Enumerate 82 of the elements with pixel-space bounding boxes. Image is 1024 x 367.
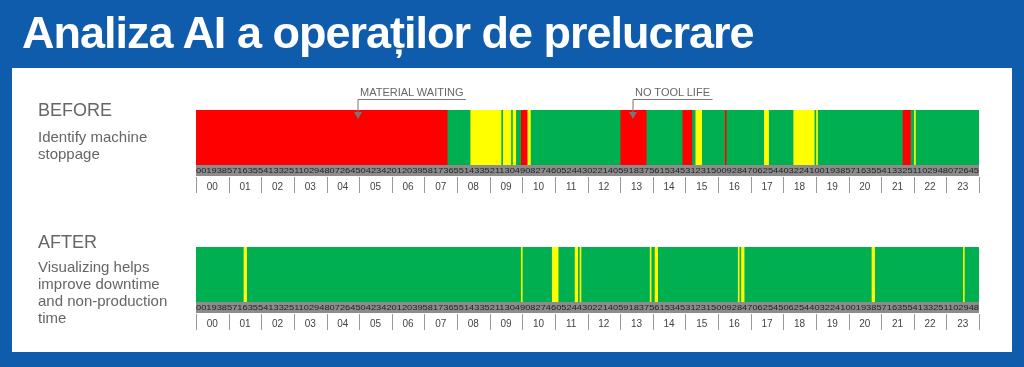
x-tick-label: 16: [728, 180, 741, 192]
x-tick-label: 22: [924, 317, 937, 329]
x-tick-label: 20: [859, 317, 871, 329]
x-tick-label: 01: [239, 317, 251, 329]
bar: [874, 247, 964, 302]
x-tick-label: 18: [794, 180, 806, 192]
x-tick-label: 13: [630, 180, 643, 192]
x-tick-label: 21: [891, 180, 904, 192]
x-tick-label: 12: [598, 180, 610, 192]
x-tick-label: 11: [565, 180, 577, 192]
text: 00193857163554133251102948072645042342012039581736551433521130490827460524430221405918375615345312315009284706254506254403224100193857163554133251102948: [196, 302, 979, 313]
x-tick-label: 00: [206, 180, 219, 192]
x-tick-label: 06: [402, 180, 415, 192]
x-tick-label: 23: [957, 317, 969, 329]
chart-title: BEFORE: [38, 100, 113, 121]
x-tick-label: 12: [598, 317, 610, 329]
x-tick-label: 11: [565, 317, 577, 329]
x-tick-label: 23: [957, 180, 969, 192]
x-tick-label: 10: [533, 317, 545, 329]
bar: [446, 110, 471, 165]
bar: [681, 110, 693, 165]
bar: [557, 247, 575, 302]
bar: [657, 247, 738, 302]
bar: [817, 110, 903, 165]
bar: [768, 110, 794, 165]
x-tick-label: 16: [728, 317, 741, 329]
text: NO TOOL LIFE: [635, 86, 710, 98]
x-tick-label: 17: [761, 180, 773, 192]
bar: [694, 110, 703, 165]
bar: [521, 247, 552, 302]
x-tick-label: 07: [435, 317, 447, 329]
x-tick-label: 19: [826, 180, 839, 192]
bar: [963, 247, 979, 302]
chart-title: AFTER: [38, 232, 98, 253]
x-tick-label: 18: [794, 317, 806, 329]
bar: [469, 110, 502, 165]
bar: [196, 110, 448, 165]
x-tick-label: 04: [337, 180, 349, 192]
bar: [763, 110, 769, 165]
text: MATERIAL WAITING: [360, 86, 464, 98]
x-tick-label: 03: [304, 180, 317, 192]
x-tick-label: 15: [696, 317, 708, 329]
x-tick-label: 08: [467, 317, 480, 329]
x-tick-label: 05: [369, 317, 382, 329]
bar: [515, 110, 521, 165]
bar: [792, 110, 815, 165]
x-tick-label: 00: [206, 317, 219, 329]
x-tick-label: 17: [761, 317, 773, 329]
x-tick-label: 08: [467, 180, 480, 192]
x-tick-label: 21: [891, 317, 904, 329]
x-tick-label: 14: [663, 317, 676, 329]
x-tick-label: 22: [924, 180, 937, 192]
bar: [502, 110, 512, 165]
bar: [915, 110, 979, 165]
x-tick-label: 09: [500, 317, 512, 329]
bar: [645, 110, 683, 165]
bar: [526, 110, 531, 165]
x-tick-label: 03: [304, 317, 317, 329]
text: 00193857163554133251102948072645042342012039581736551433521130490827460524430221405918375615345312315009284706254403224100193857163554133251102948072645: [196, 165, 979, 176]
x-tick-label: 19: [826, 317, 839, 329]
bar: [530, 110, 621, 165]
bar: [619, 110, 647, 165]
x-tick-label: 14: [663, 180, 676, 192]
x-tick-label: 01: [239, 180, 251, 192]
x-tick-label: 02: [272, 180, 284, 192]
x-tick-label: 05: [369, 180, 382, 192]
text: Identify machine stoppage: [38, 128, 149, 162]
x-tick-label: 02: [272, 317, 284, 329]
bar: [902, 110, 911, 165]
x-tick-label: 20: [859, 180, 871, 192]
x-tick-label: 15: [696, 180, 708, 192]
bar: [196, 247, 244, 302]
text: Analiza AI a operaților de prelucrare: [22, 6, 754, 60]
x-tick-label: 09: [500, 180, 512, 192]
text: Visualizing helps improve downtime and non-production time: [38, 258, 169, 326]
x-tick-label: 07: [435, 180, 447, 192]
bar: [743, 247, 872, 302]
x-tick-label: 06: [402, 317, 415, 329]
bar: [246, 247, 521, 302]
x-tick-label: 10: [533, 180, 545, 192]
x-tick-label: 13: [630, 317, 643, 329]
x-tick-label: 04: [337, 317, 349, 329]
